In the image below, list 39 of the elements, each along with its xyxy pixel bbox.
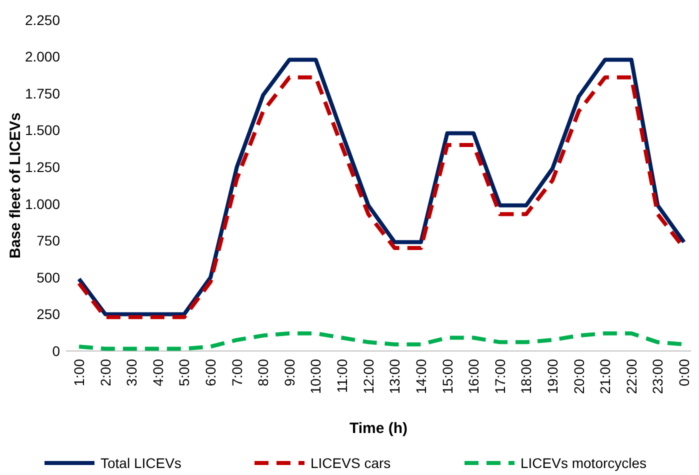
x-tick-label: 23:00 xyxy=(650,358,666,394)
y-tick-label: 2.250 xyxy=(24,12,60,28)
y-tick-label: 2.000 xyxy=(24,48,60,65)
x-tick-label: 22:00 xyxy=(623,358,640,394)
x-tick-label: 5:00 xyxy=(176,358,192,386)
x-tick-label: 1:00 xyxy=(71,358,87,386)
x-tick-label: 4:00 xyxy=(150,358,166,386)
x-tick-label: 3:00 xyxy=(124,358,140,386)
y-tick-label: 1.500 xyxy=(24,122,60,138)
x-tick-label: 17:00 xyxy=(492,358,508,394)
legend-label: LICEVs motorcycles xyxy=(520,454,647,471)
x-tick-label: 18:00 xyxy=(518,358,534,394)
x-tick-label: 12:00 xyxy=(360,358,376,394)
x-tick-label: 16:00 xyxy=(466,358,482,394)
y-tick-label: 1.250 xyxy=(24,159,60,176)
y-tick-label: 0 xyxy=(52,342,60,359)
legend-label: LICEVS cars xyxy=(310,454,391,471)
y-axis-title: Base fleet of LICEVs xyxy=(7,112,24,258)
x-tick-label: 21:00 xyxy=(597,358,614,394)
x-tick-label: 10:00 xyxy=(308,358,324,394)
y-tick-label: 1.000 xyxy=(24,196,60,212)
x-tick-label: 2:00 xyxy=(97,358,114,386)
x-tick-label: 20:00 xyxy=(570,358,587,394)
x-tick-label: 6:00 xyxy=(202,358,219,386)
y-tick-label: 500 xyxy=(36,269,60,286)
x-tick-label: 19:00 xyxy=(544,358,560,394)
legend-label: Total LICEVs xyxy=(100,454,182,471)
x-tick-label: 0:00 xyxy=(676,358,692,386)
y-tick-label: 1.750 xyxy=(24,85,60,102)
x-tick-label: 7:00 xyxy=(228,358,245,386)
x-tick-label: 15:00 xyxy=(439,358,456,394)
x-axis-title: Time (h) xyxy=(349,420,408,437)
x-tick-label: 8:00 xyxy=(255,358,272,386)
x-tick-label: 9:00 xyxy=(281,358,298,386)
y-tick-label: 250 xyxy=(36,306,60,322)
x-tick-label: 11:00 xyxy=(334,358,350,393)
y-tick-label: 750 xyxy=(36,232,60,249)
x-tick-label: 14:00 xyxy=(412,358,429,394)
x-tick-label: 13:00 xyxy=(386,358,403,394)
